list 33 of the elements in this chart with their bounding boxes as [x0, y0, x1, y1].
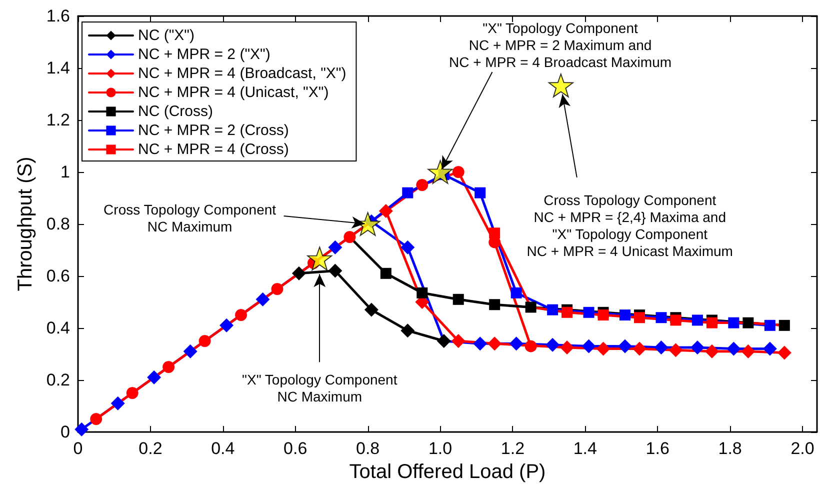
legend-label: NC ("X")	[138, 27, 194, 44]
legend-label: NC (Cross)	[138, 103, 213, 120]
y-tick-label: 1.6	[46, 6, 70, 26]
legend-label: NC + MPR = 2 (Cross)	[138, 122, 289, 139]
x-tick-label: 1.2	[500, 439, 525, 458]
y-tick-label: 1.4	[46, 58, 70, 78]
legend-label: NC + MPR = 4 (Broadcast, "X")	[138, 65, 346, 82]
annotation: Cross Topology Component NC + MPR = {2,4} Maxima and "X" Topology Component NC + MPR = 4 Unicast Maximum	[526, 192, 733, 259]
y-tick-label: 0.2	[46, 370, 70, 390]
annotation: "X" Topology Component NC Maximum	[242, 372, 398, 405]
x-tick-label: 0.4	[211, 439, 235, 458]
annotation: "X" Topology Component NC + MPR = 2 Maximum and NC + MPR = 4 Broadcast Maximum	[448, 20, 672, 70]
y-tick-label: 1	[60, 162, 70, 182]
y-tick-label: 0	[60, 422, 70, 442]
y-tick-label: 0.6	[46, 266, 70, 286]
legend-label: NC + MPR = 2 ("X")	[138, 46, 270, 63]
annotation: Cross Topology Component NC Maximum	[104, 202, 276, 234]
x-tick-label: 0.2	[138, 439, 162, 458]
x-tick-label: 1.4	[573, 439, 597, 458]
x-tick-label: 1.6	[646, 439, 670, 458]
x-tick-label: 2.0	[790, 439, 814, 458]
x-axis-title: Total Offered Load (P)	[349, 461, 546, 483]
x-tick-label: 1.0	[428, 439, 452, 458]
y-axis-title: Throughput (S)	[14, 156, 36, 292]
legend-label: NC + MPR = 4 (Unicast, "X")	[138, 84, 329, 101]
x-tick-label: 0	[73, 439, 83, 458]
y-tick-label: 0.8	[46, 214, 70, 234]
y-tick-label: 0.4	[46, 318, 70, 338]
x-tick-label: 0.8	[356, 439, 380, 458]
x-tick-label: 1.8	[718, 439, 742, 458]
x-tick-label: 0.6	[284, 439, 308, 458]
y-tick-label: 1.2	[46, 110, 70, 130]
legend-label: NC + MPR = 4 (Cross)	[138, 141, 289, 158]
